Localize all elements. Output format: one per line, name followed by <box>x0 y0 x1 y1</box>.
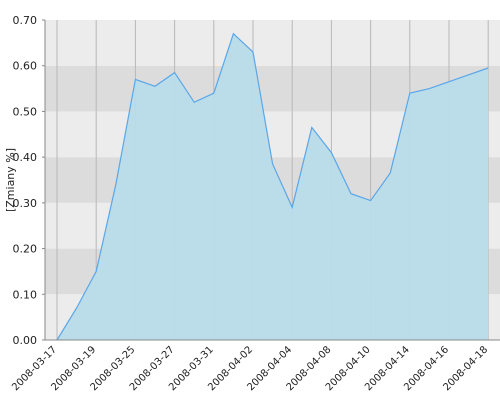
y-tick-label: 0.40 <box>13 151 38 164</box>
y-tick-label: 0.70 <box>13 14 38 27</box>
line <box>56 32 489 341</box>
area-fill <box>57 33 489 340</box>
y-tick-label: 0.20 <box>13 243 38 256</box>
y-tick-label: 0.30 <box>13 197 38 210</box>
y-tick-label: 0.10 <box>13 288 38 301</box>
grid-band <box>45 20 500 66</box>
y-tick-label: 0.00 <box>13 334 38 347</box>
y-tick-label: 0.60 <box>13 60 38 73</box>
y-tick-label: 0.50 <box>13 105 38 118</box>
y-axis-title: [Zmiany %] <box>4 148 17 212</box>
